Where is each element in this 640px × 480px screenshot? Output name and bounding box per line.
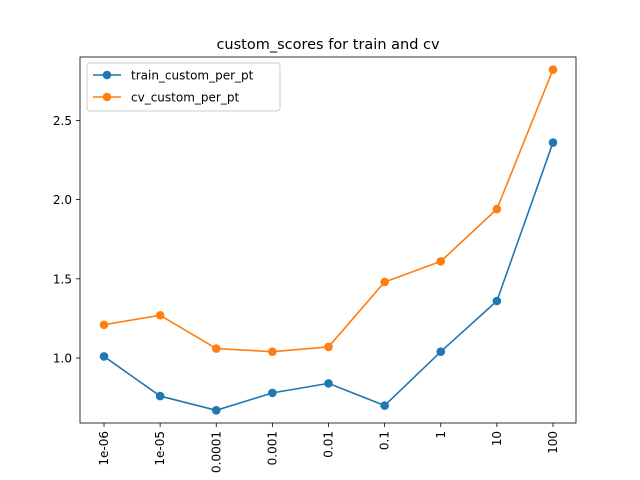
data-point <box>268 388 277 398</box>
legend: train_custom_per_pt cv_custom_per_pt <box>86 62 281 112</box>
x-tick-label: 0.1 <box>378 431 392 450</box>
legend-label: cv_custom_per_pt <box>131 91 239 105</box>
data-point <box>380 401 389 410</box>
data-point <box>99 352 109 361</box>
data-point <box>492 296 502 306</box>
y-tick-label: 1.0 <box>53 352 72 366</box>
series-cv_custom_per_pt <box>99 65 558 357</box>
data-point <box>436 347 446 357</box>
legend-marker <box>102 70 112 80</box>
data-point <box>211 406 221 415</box>
plot-frame <box>79 56 577 424</box>
x-tick-label: 100 <box>546 431 560 454</box>
data-point <box>268 347 277 357</box>
series-layer <box>99 65 558 415</box>
y-tick-label: 1.5 <box>53 272 72 286</box>
x-tick-label: 0.001 <box>265 431 279 465</box>
series-line <box>103 142 554 412</box>
data-point <box>155 310 165 320</box>
data-point <box>99 320 109 330</box>
plot-area <box>79 56 577 424</box>
legend-label: train_custom_per_pt <box>131 69 254 83</box>
data-point <box>155 391 165 401</box>
data-point <box>211 344 221 353</box>
x-tick-label: 1 <box>434 431 448 439</box>
chart-title: custom_scores for train and cv <box>216 37 440 53</box>
data-point <box>436 257 446 266</box>
data-point <box>324 379 333 388</box>
x-tick-label: 1e-06 <box>97 431 111 466</box>
x-tick-label: 10 <box>490 431 504 446</box>
series-train_custom_per_pt <box>99 138 558 415</box>
legend-marker <box>102 92 112 102</box>
legend-box <box>86 62 281 112</box>
data-point <box>548 138 558 147</box>
data-point <box>380 277 389 287</box>
data-point <box>324 342 333 352</box>
data-point <box>548 65 558 74</box>
legend-item: train_custom_per_pt <box>93 69 254 83</box>
y-tick-label: 2.5 <box>53 114 72 128</box>
x-tick-label: 0.0001 <box>209 431 223 473</box>
x-tick-label: 1e-05 <box>153 431 167 466</box>
y-tick-label: 2.0 <box>53 193 72 207</box>
axes: 1e-06 1e-05 0.0001 0.001 0.01 0.1 1 10 100 1.0 1.5… <box>53 114 560 473</box>
x-tick-label: 0.01 <box>322 431 336 458</box>
legend-item: cv_custom_per_pt <box>93 91 239 105</box>
data-point <box>492 204 502 214</box>
series-line <box>103 69 554 353</box>
